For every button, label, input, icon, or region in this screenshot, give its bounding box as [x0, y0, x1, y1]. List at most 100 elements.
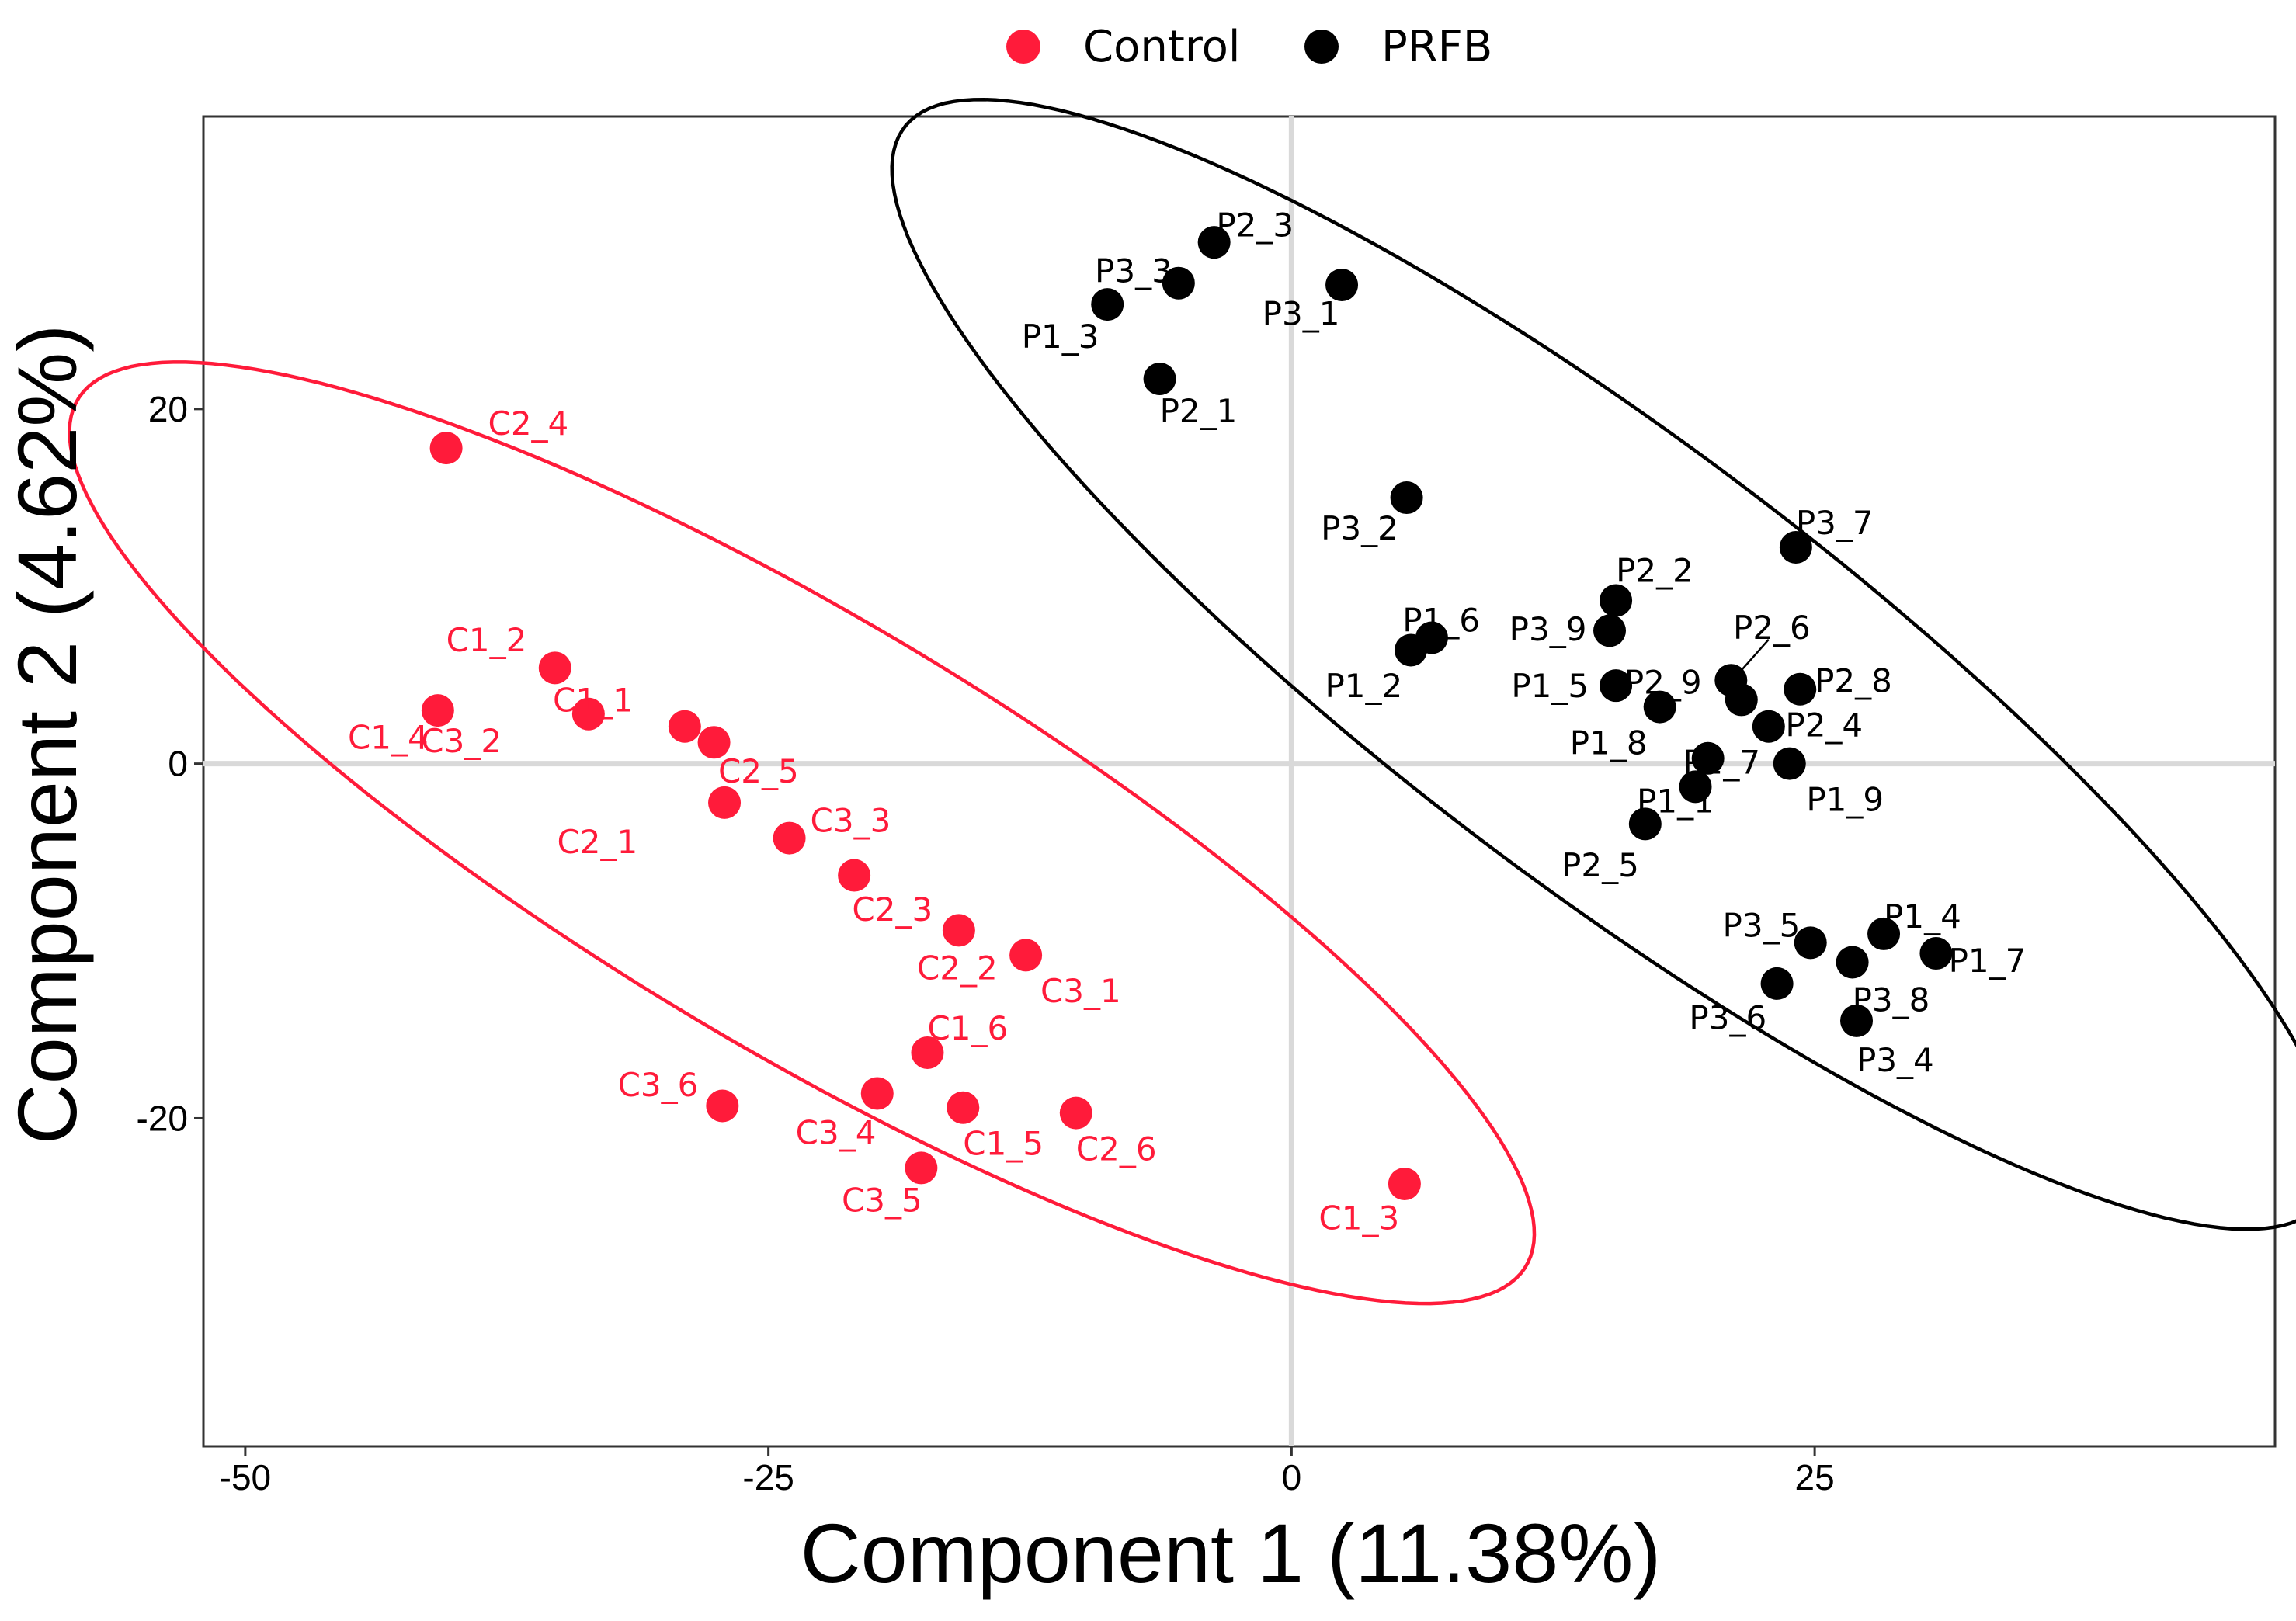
- prfb-point-label: P1_3: [1022, 318, 1099, 356]
- control-point: [429, 432, 463, 465]
- x-tick-label: 25: [1795, 1457, 1835, 1498]
- control-point: [838, 859, 871, 892]
- y-axis-ticks: -20 0 20: [137, 389, 203, 1138]
- prfb-point: [1679, 770, 1712, 804]
- prfb-point: [1091, 288, 1124, 321]
- control-point: [697, 726, 731, 759]
- control-point-label: C1_4: [348, 718, 429, 756]
- legend-label-control: Control: [1083, 22, 1240, 72]
- control-point-label: C1_3: [1318, 1199, 1399, 1237]
- prfb-point: [1325, 268, 1359, 301]
- control-point: [1388, 1167, 1421, 1200]
- control-point: [571, 697, 605, 731]
- prfb-point: [1760, 967, 1794, 1000]
- prfb-point: [1593, 614, 1627, 647]
- x-tick-label: 0: [1282, 1457, 1302, 1498]
- prfb-point-label: P3_7: [1796, 504, 1874, 542]
- prfb-point-label: P2_5: [1561, 846, 1639, 884]
- prfb-point-label: P2_3: [1216, 206, 1294, 244]
- control-point: [668, 710, 701, 743]
- control-point-label: C3_4: [796, 1114, 877, 1152]
- prfb-point-label: P2_4: [1785, 706, 1863, 744]
- prfb-point-label: P2_2: [1616, 552, 1693, 590]
- control-point-label: C3_5: [842, 1182, 922, 1220]
- control-point-label: C3_3: [811, 802, 891, 840]
- control-point-label: C2_4: [488, 404, 569, 443]
- prfb-point-label: P3_8: [1853, 981, 1930, 1019]
- confidence-ellipses: [68, 97, 2296, 1306]
- control-point: [947, 1091, 980, 1124]
- prfb-point-label: P3_5: [1723, 907, 1801, 945]
- control-point-label: C2_5: [718, 752, 799, 790]
- plot-panel: [202, 115, 2277, 1448]
- x-tick-label: -25: [742, 1457, 794, 1498]
- control-point-label: C3_6: [618, 1066, 699, 1104]
- prfb-point-label: P3_9: [1509, 610, 1587, 648]
- control-point-label: C2_1: [557, 823, 637, 861]
- prfb-point: [1836, 946, 1869, 979]
- prfb-point: [1691, 741, 1725, 775]
- control-point: [706, 1089, 739, 1123]
- prfb-point-label: P1_7: [1949, 942, 2027, 980]
- prfb-point: [1919, 937, 1953, 970]
- prfb-point-label: P1_6: [1402, 602, 1480, 640]
- prfb-point: [1643, 690, 1676, 724]
- legend-marker-control: [1006, 30, 1040, 64]
- prfb-point-label: P1_4: [1884, 897, 1961, 935]
- zero-lines: [203, 116, 2275, 1446]
- control-point: [421, 694, 454, 727]
- prfb-point: [1752, 710, 1785, 743]
- control-point-label: C3_2: [421, 722, 502, 760]
- control-point-label: C2_2: [917, 949, 998, 987]
- control-point-label: C2_3: [852, 890, 933, 929]
- prfb-point: [1773, 747, 1806, 780]
- legend-marker-prfb: [1304, 30, 1339, 64]
- prfb-point-label: P1_2: [1325, 667, 1402, 705]
- prfb-point: [1867, 917, 1901, 950]
- prfb-point-label: P3_6: [1689, 998, 1766, 1036]
- prfb-point-label: P1_8: [1570, 724, 1648, 762]
- prfb-point-label: P2_1: [1160, 392, 1238, 430]
- prfb-point: [1600, 669, 1633, 703]
- prfb-point: [1725, 683, 1758, 717]
- prfb-point-label: P2_8: [1815, 661, 1892, 699]
- legend-label-prfb: PRFB: [1381, 22, 1492, 72]
- prfb-point: [1784, 672, 1817, 706]
- prfb-point: [1162, 266, 1195, 300]
- y-tick-label: 0: [168, 744, 188, 784]
- prfb-point-label: P2_9: [1624, 664, 1702, 702]
- control-point: [860, 1077, 894, 1110]
- control-point: [538, 651, 571, 685]
- control-point-label: C1_2: [446, 621, 527, 659]
- prfb-point-label: P2_7: [1683, 743, 1760, 781]
- prfb-point-label: P1_1: [1637, 783, 1714, 821]
- prfb-point: [1390, 481, 1423, 515]
- control-point: [1059, 1096, 1092, 1130]
- prfb-point: [1600, 584, 1633, 617]
- control-point-label: C1_6: [927, 1009, 1008, 1047]
- point-labels: C2_4 C1_2 C1_4C3_2 C1_1 C2_5 C2_1 C3_3 C2_3 C2_2…: [348, 206, 2026, 1237]
- control-point-label: C1_1: [553, 681, 634, 719]
- prfb-point-label: P1_9: [1806, 780, 1884, 818]
- prfb-point-label: P2_6: [1733, 609, 1811, 647]
- legend: Control PRFB: [1006, 22, 1492, 72]
- control-point-label: C2_6: [1076, 1130, 1157, 1168]
- prfb-point-label: P3_2: [1321, 509, 1398, 547]
- control-point: [942, 914, 975, 947]
- control-point: [773, 821, 806, 855]
- prfb-point: [1628, 807, 1662, 841]
- prfb-point-label: P3_3: [1095, 252, 1172, 290]
- prfb-point: [1394, 633, 1427, 667]
- prfb-point-label: P1_5: [1511, 667, 1589, 705]
- prfb-ellipse: [890, 97, 2296, 1231]
- y-tick-label: -20: [137, 1098, 188, 1138]
- control-point: [911, 1036, 944, 1069]
- x-tick-label: -50: [220, 1457, 271, 1498]
- control-ellipse: [68, 360, 1537, 1306]
- prfb-point: [1840, 1004, 1874, 1037]
- control-point: [905, 1151, 938, 1185]
- prfb-point: [1794, 926, 1827, 960]
- y-tick-label: 20: [148, 389, 188, 429]
- y-axis-title: Component 2 (4.62%): [0, 325, 94, 1145]
